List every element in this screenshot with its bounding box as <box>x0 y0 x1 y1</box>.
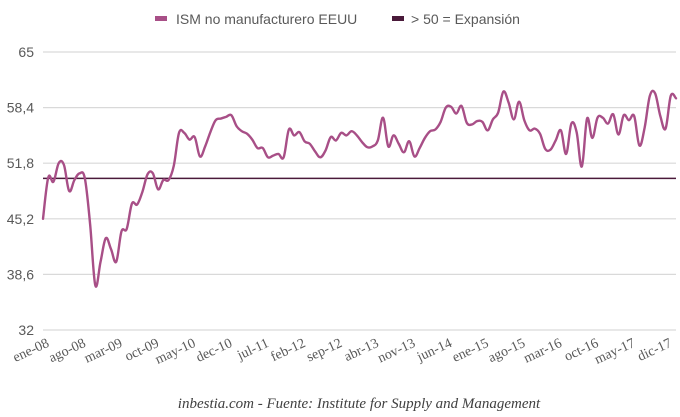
x-tick-label: sep-12 <box>304 336 344 365</box>
x-tick-label: ene-15 <box>450 336 491 366</box>
legend-swatch-ism <box>155 16 167 21</box>
x-tick-label: ago-15 <box>486 336 528 366</box>
x-tick-label: mar-09 <box>82 336 125 367</box>
x-tick-label: ene-08 <box>11 336 52 366</box>
ism-series <box>41 89 678 288</box>
x-tick-label: may-10 <box>153 336 198 368</box>
legend-swatch-threshold <box>392 16 404 21</box>
y-tick-label: 45,2 <box>7 211 34 227</box>
y-tick-label: 65 <box>18 44 34 60</box>
legend: ISM no manufacturero EEUU > 50 = Expansi… <box>155 11 520 27</box>
x-tick-label: dic-17 <box>635 336 674 365</box>
x-tick-label: may-17 <box>593 336 638 368</box>
y-tick-label: 58,4 <box>7 100 34 116</box>
y-tick-label: 32 <box>18 322 34 338</box>
x-tick-label: feb-12 <box>269 336 308 365</box>
ism-line <box>41 89 678 288</box>
x-tick-label: abr-13 <box>342 336 381 365</box>
y-tick-label: 51,8 <box>7 155 34 171</box>
x-tick-label: dec-10 <box>194 336 235 366</box>
source-footer: inbestia.com - Fuente: Institute for Sup… <box>178 396 541 412</box>
grid <box>43 51 676 331</box>
y-axis: 32 38,6 45,2 51,8 58,4 65 <box>7 44 34 338</box>
legend-label-ism: ISM no manufacturero EEUU <box>176 11 357 27</box>
x-tick-label: nov-13 <box>376 336 418 366</box>
y-tick-label: 38,6 <box>7 266 34 282</box>
x-tick-label: ago-08 <box>47 336 89 366</box>
legend-label-threshold: > 50 = Expansión <box>411 11 520 27</box>
x-tick-label: mar-16 <box>522 336 565 367</box>
x-tick-label: jun-14 <box>414 336 454 365</box>
x-tick-label: jul-11 <box>234 336 271 364</box>
